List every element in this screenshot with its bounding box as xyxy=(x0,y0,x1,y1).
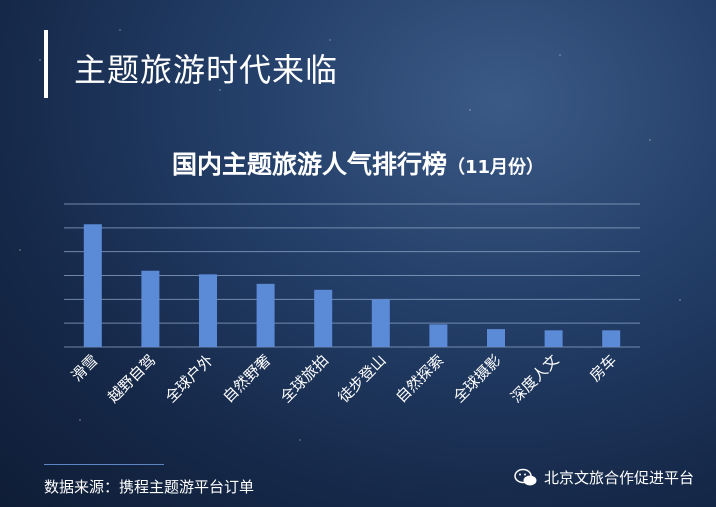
bar-9 xyxy=(544,330,563,347)
brand: 北京文旅合作促进平台 xyxy=(514,467,694,488)
x-tick-label: 房车 xyxy=(586,351,620,385)
x-tick-label: 滑雪 xyxy=(68,351,102,385)
title-accent-bar xyxy=(44,30,48,98)
chart-subtitle: （11月份） xyxy=(446,157,545,178)
bar-5 xyxy=(314,289,333,347)
bar-8 xyxy=(487,329,505,347)
x-tick-label: 越野自驾 xyxy=(104,351,159,406)
bar-6 xyxy=(371,299,390,347)
x-tick-label: 自然探索 xyxy=(392,351,447,406)
x-tick-label: 徒步登山 xyxy=(334,351,389,406)
x-tick-label: 全球摄影 xyxy=(450,351,505,406)
bar-3 xyxy=(199,274,217,347)
bar-4 xyxy=(256,283,275,347)
x-tick-label: 自然野奢 xyxy=(219,351,274,406)
bar-10 xyxy=(602,330,621,347)
data-source: 数据来源：携程主题游平台订单 xyxy=(44,478,255,496)
bar-7 xyxy=(429,324,448,347)
bar-2 xyxy=(141,270,160,347)
chart-title-main: 国内主题旅游人气排行榜 xyxy=(171,150,447,179)
chart-title: 国内主题旅游人气排行榜（11月份） xyxy=(0,145,716,181)
source-divider xyxy=(44,464,164,465)
bar-1 xyxy=(83,224,102,347)
x-tick-label: 深度人文 xyxy=(507,351,562,406)
wechat-icon xyxy=(514,468,537,485)
page-title: 主题旅游时代来临 xyxy=(74,51,339,89)
brand-name: 北京文旅合作促进平台 xyxy=(543,469,694,487)
x-tick-label: 全球旅拍 xyxy=(277,351,332,406)
x-tick-label: 全球户外 xyxy=(162,351,217,406)
